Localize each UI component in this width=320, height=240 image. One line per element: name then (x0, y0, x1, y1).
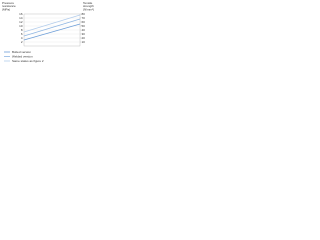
y2-tick-label: 70 (82, 16, 86, 20)
y-tick-label: 12 (19, 20, 23, 24)
y-tick-label: 14 (19, 16, 23, 20)
y2-axis-title: Tensile (83, 1, 93, 5)
y-tick-label: 4 (21, 36, 23, 40)
legend-label: Bolted version (12, 50, 31, 54)
y2-axis-title: (N/mm²) (83, 8, 94, 12)
y2-tick-label: 80 (82, 12, 86, 16)
data-line (23, 23, 81, 41)
y-tick-label: 6 (21, 32, 23, 36)
y2-tick-label: 30 (82, 32, 86, 36)
data-line (23, 18, 81, 37)
y-tick-label: 2 (21, 40, 23, 44)
y-tick-label: 16 (19, 12, 23, 16)
y-axis-title: resistance (2, 4, 16, 8)
y2-tick-label: 50 (82, 24, 86, 28)
y2-tick-label: 60 (82, 20, 86, 24)
y-tick-label: 8 (21, 28, 23, 32)
y2-axis-title: strength (83, 4, 94, 8)
y-tick-label: 10 (19, 24, 23, 28)
y-axis-title: (MPa) (2, 8, 10, 12)
y2-tick-label: 40 (82, 28, 86, 32)
data-line (23, 14, 81, 33)
y2-tick-label: 10 (82, 40, 86, 44)
y-axis-title: Pressure (2, 1, 14, 5)
legend-label: Same status as figure 2 (12, 59, 44, 63)
legend-label: Welded version (12, 54, 33, 58)
y2-tick-label: 20 (82, 36, 86, 40)
